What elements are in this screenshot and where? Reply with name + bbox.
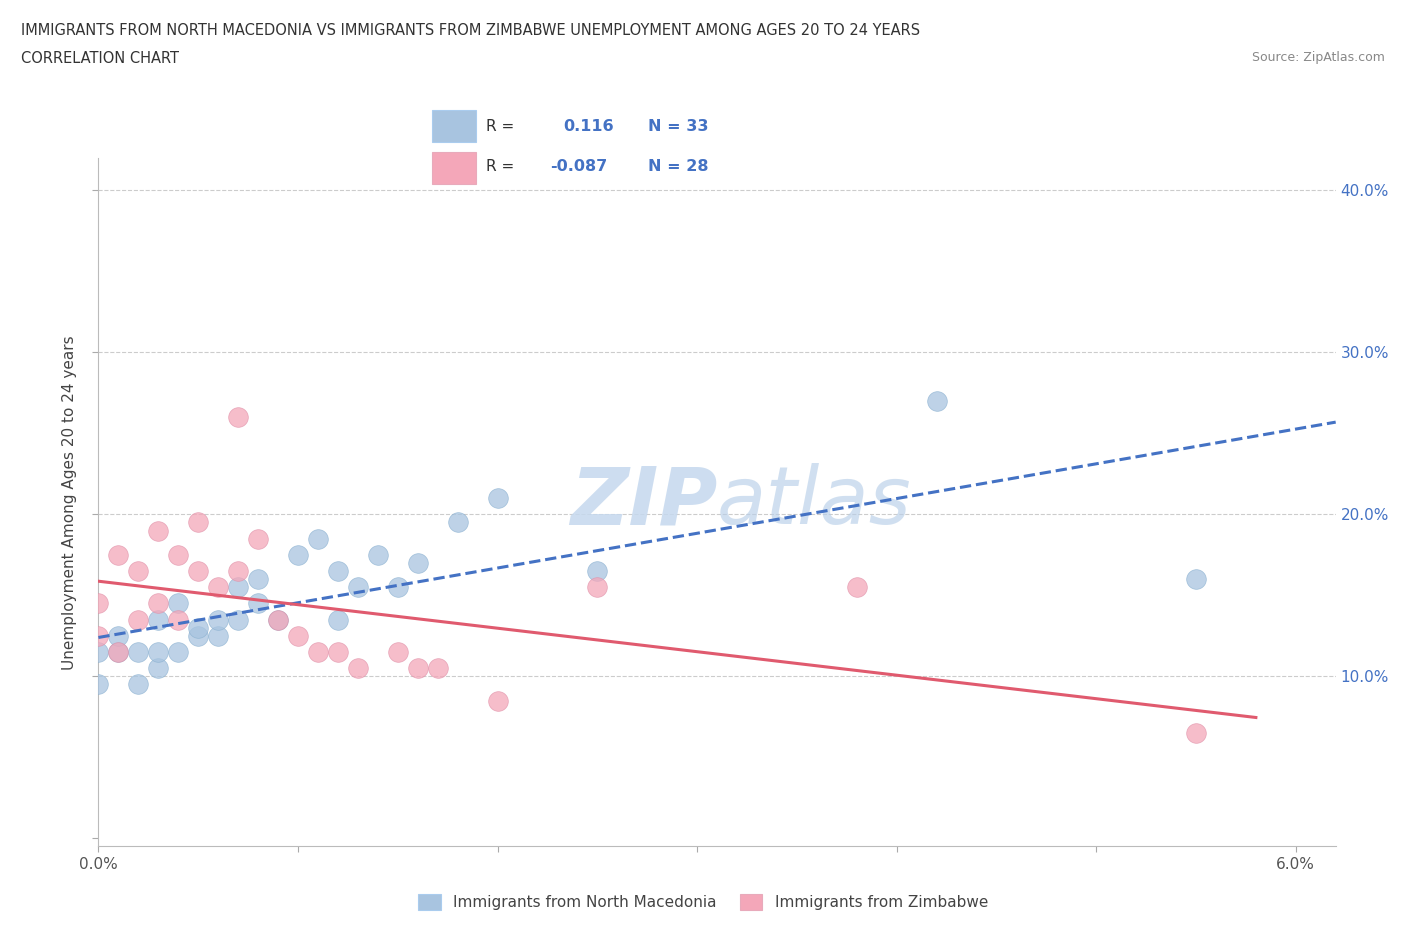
Point	[1185, 725, 1208, 740]
Point	[187, 629, 209, 644]
Point	[586, 579, 609, 594]
Point	[845, 579, 868, 594]
Text: 0.116: 0.116	[564, 119, 614, 134]
Point	[148, 523, 170, 538]
Text: CORRELATION CHART: CORRELATION CHART	[21, 51, 179, 66]
Text: R =: R =	[486, 159, 515, 174]
Point	[87, 644, 110, 659]
Point	[167, 548, 190, 563]
Point	[148, 660, 170, 675]
Point	[486, 491, 509, 506]
Point	[226, 579, 249, 594]
Point	[187, 515, 209, 530]
Point	[187, 564, 209, 578]
Point	[287, 548, 309, 563]
Y-axis label: Unemployment Among Ages 20 to 24 years: Unemployment Among Ages 20 to 24 years	[62, 335, 77, 670]
Point	[167, 596, 190, 611]
Point	[226, 564, 249, 578]
Point	[446, 515, 468, 530]
Point	[287, 629, 309, 644]
Point	[387, 579, 409, 594]
Text: R =: R =	[486, 119, 515, 134]
Point	[226, 612, 249, 627]
Point	[586, 564, 609, 578]
Point	[127, 564, 149, 578]
Point	[247, 531, 270, 546]
Point	[87, 629, 110, 644]
Text: Source: ZipAtlas.com: Source: ZipAtlas.com	[1251, 51, 1385, 64]
Point	[107, 629, 129, 644]
Point	[307, 531, 329, 546]
Text: N = 33: N = 33	[648, 119, 709, 134]
Point	[127, 612, 149, 627]
Point	[107, 644, 129, 659]
Text: ZIP: ZIP	[569, 463, 717, 541]
Text: -0.087: -0.087	[550, 159, 607, 174]
Point	[148, 644, 170, 659]
Legend: Immigrants from North Macedonia, Immigrants from Zimbabwe: Immigrants from North Macedonia, Immigra…	[411, 886, 995, 918]
Point	[148, 596, 170, 611]
Point	[326, 564, 349, 578]
Point	[207, 579, 229, 594]
Point	[148, 612, 170, 627]
Point	[347, 579, 370, 594]
Point	[267, 612, 290, 627]
Point	[167, 612, 190, 627]
Point	[426, 660, 449, 675]
Point	[347, 660, 370, 675]
Point	[406, 555, 429, 570]
FancyBboxPatch shape	[432, 152, 475, 183]
Point	[326, 612, 349, 627]
Point	[187, 620, 209, 635]
Point	[247, 596, 270, 611]
Point	[387, 644, 409, 659]
Point	[107, 644, 129, 659]
Point	[207, 612, 229, 627]
Point	[307, 644, 329, 659]
Point	[247, 572, 270, 587]
Point	[267, 612, 290, 627]
Point	[207, 629, 229, 644]
Point	[326, 644, 349, 659]
Point	[486, 693, 509, 708]
Point	[127, 644, 149, 659]
Point	[87, 596, 110, 611]
Point	[406, 660, 429, 675]
Point	[226, 410, 249, 425]
Point	[167, 644, 190, 659]
Text: atlas: atlas	[717, 463, 912, 541]
Text: N = 28: N = 28	[648, 159, 709, 174]
Point	[107, 548, 129, 563]
Point	[87, 677, 110, 692]
Point	[1185, 572, 1208, 587]
FancyBboxPatch shape	[432, 111, 475, 142]
Text: IMMIGRANTS FROM NORTH MACEDONIA VS IMMIGRANTS FROM ZIMBABWE UNEMPLOYMENT AMONG A: IMMIGRANTS FROM NORTH MACEDONIA VS IMMIG…	[21, 23, 920, 38]
Point	[925, 393, 948, 408]
Point	[127, 677, 149, 692]
Point	[367, 548, 389, 563]
